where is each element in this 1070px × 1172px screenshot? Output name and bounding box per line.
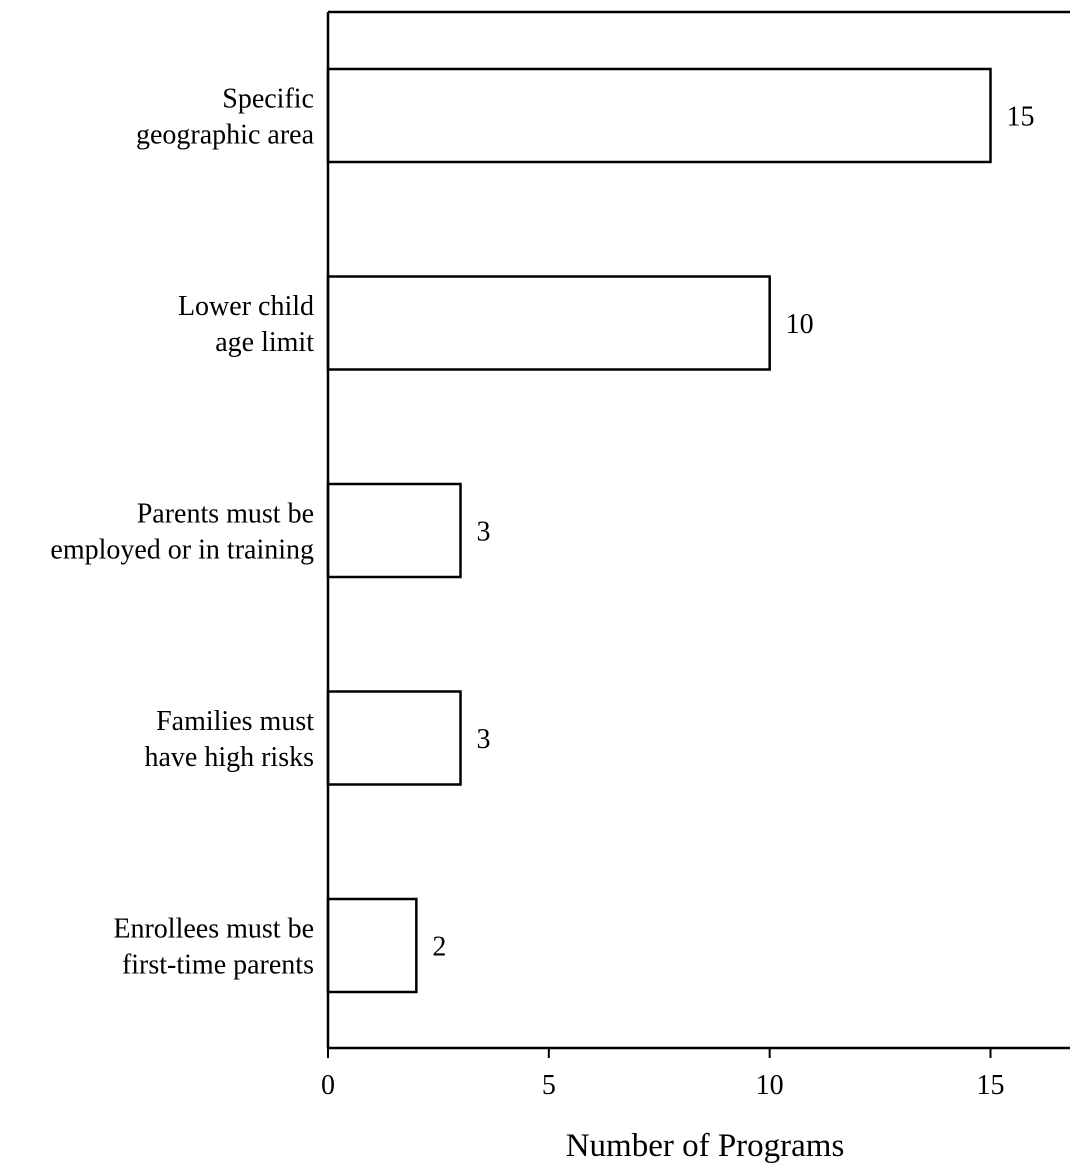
bar-5 [326, 897, 418, 994]
x-tick-label-15: 15 [977, 1070, 1005, 1101]
category-label-2-line-1: Lower child [178, 291, 314, 322]
category-label-4-line-1: Families must [156, 706, 314, 737]
category-label-2-line-2: age limit [215, 327, 314, 358]
category-labels: Specific geographic area Lower child age li… [50, 84, 314, 981]
bar-2 [326, 275, 771, 371]
value-label-3: 3 [477, 517, 491, 548]
x-axis-title: Number of Programs [566, 1128, 845, 1164]
x-axis-ticks: 0 5 10 15 [321, 1048, 1005, 1101]
x-tick-label-0: 0 [321, 1070, 335, 1101]
value-label-4: 3 [477, 724, 491, 755]
bar-1 [326, 67, 992, 164]
value-label-2: 10 [786, 309, 814, 340]
category-label-5-line-2: first-time parents [122, 950, 314, 981]
category-label-3-line-1: Parents must be [137, 499, 314, 530]
axes [326, 10, 1070, 1050]
value-labels: 15 10 3 3 2 [432, 102, 1034, 963]
bars-layer [326, 67, 992, 994]
category-label-1-line-2: geographic area [136, 120, 315, 151]
category-label-3-line-2: employed or in training [50, 535, 314, 566]
x-tick-label-10: 10 [756, 1070, 784, 1101]
category-label-5-line-1: Enrollees must be [113, 914, 314, 945]
bar-4 [326, 690, 462, 786]
bar-3 [326, 482, 462, 579]
x-tick-label-5: 5 [542, 1070, 556, 1101]
category-label-1-line-1: Specific [222, 84, 314, 115]
value-label-5: 2 [432, 932, 446, 963]
value-label-1: 15 [1007, 102, 1035, 133]
category-label-4-line-2: have high risks [144, 742, 314, 773]
